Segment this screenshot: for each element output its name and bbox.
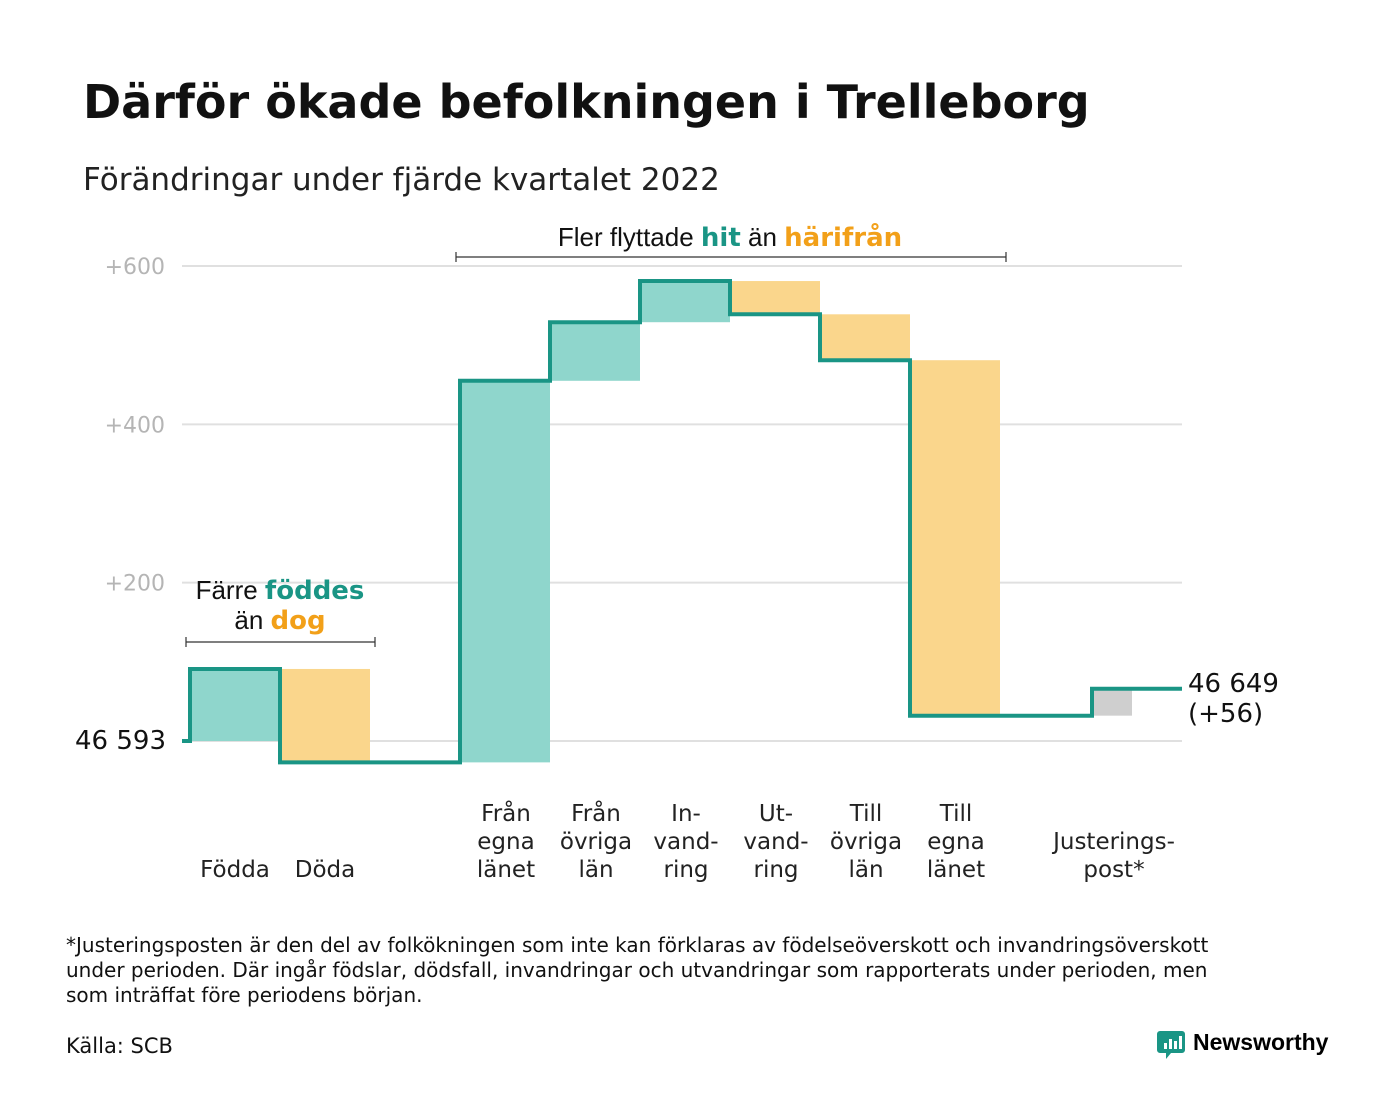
brand-name: Newsworthy — [1193, 1029, 1329, 1055]
y-tick-label: +200 — [105, 572, 165, 597]
category-label: In-vand-ring — [653, 801, 718, 883]
start-value-label: 46 593 — [75, 726, 166, 756]
bar-3 — [460, 380, 550, 763]
bar-5 — [640, 281, 730, 323]
births-annotation-line1: Färre föddes — [196, 575, 365, 606]
newsworthy-logo-icon — [1157, 1031, 1185, 1059]
category-label: Till egna länet — [927, 801, 985, 883]
brand-logo: Newsworthy — [1157, 1029, 1329, 1059]
bar-4 — [550, 322, 640, 381]
category-label: Till övriga län — [830, 801, 902, 883]
migration-annotation: Fler flyttade hit än härifrån — [455, 221, 1007, 262]
births-annotation-line2: än dog — [234, 605, 325, 636]
gridlines — [182, 265, 1182, 742]
migration-annotation-text: Fler flyttade hit än härifrån — [558, 221, 902, 253]
change-bars — [190, 281, 1132, 763]
category-labels: Födda Döda Från egna länet Från övriga län In-va… — [200, 799, 1175, 883]
bar-1 — [190, 668, 280, 741]
category-label: Justerings-post* — [1051, 829, 1175, 883]
bar-8 — [910, 360, 1000, 716]
end-value-label: 46 649 — [1188, 669, 1279, 699]
footnote: *Justeringsposten är den del av folkökni… — [66, 933, 1209, 1007]
y-tick-label: +600 — [105, 255, 165, 280]
category-label: Från övriga län — [560, 799, 632, 883]
end-change-label: (+56) — [1188, 699, 1263, 729]
category-label: Ut-vand-ring — [743, 801, 808, 883]
bar-2 — [280, 668, 370, 763]
footnote-line: *Justeringsposten är den del av folkökni… — [66, 933, 1209, 957]
population-step-line — [182, 279, 1182, 765]
y-axis-tick-labels: +200 +400 +600 — [105, 255, 165, 597]
chart-title: Därför ökade befolkningen i Trelleborg — [83, 75, 1090, 129]
category-label: Döda — [295, 857, 355, 883]
bar-7 — [820, 314, 910, 361]
footnote-line: under perioden. Där ingår födslar, dödsf… — [66, 958, 1207, 982]
births-bracket — [185, 637, 376, 647]
category-label: Födda — [200, 857, 270, 883]
category-label: Från egna länet — [477, 799, 535, 883]
bar-6 — [730, 281, 820, 315]
source-label: Källa: SCB — [66, 1034, 173, 1058]
migration-bracket — [455, 252, 1007, 262]
bar-9 — [1092, 688, 1132, 716]
chart-subtitle: Förändringar under fjärde kvartalet 2022 — [83, 162, 720, 198]
births-annotation: Färre föddes än dog — [185, 575, 376, 647]
footnote-line: som inträffat före periodens början. — [66, 983, 422, 1007]
y-tick-label: +400 — [105, 413, 165, 438]
